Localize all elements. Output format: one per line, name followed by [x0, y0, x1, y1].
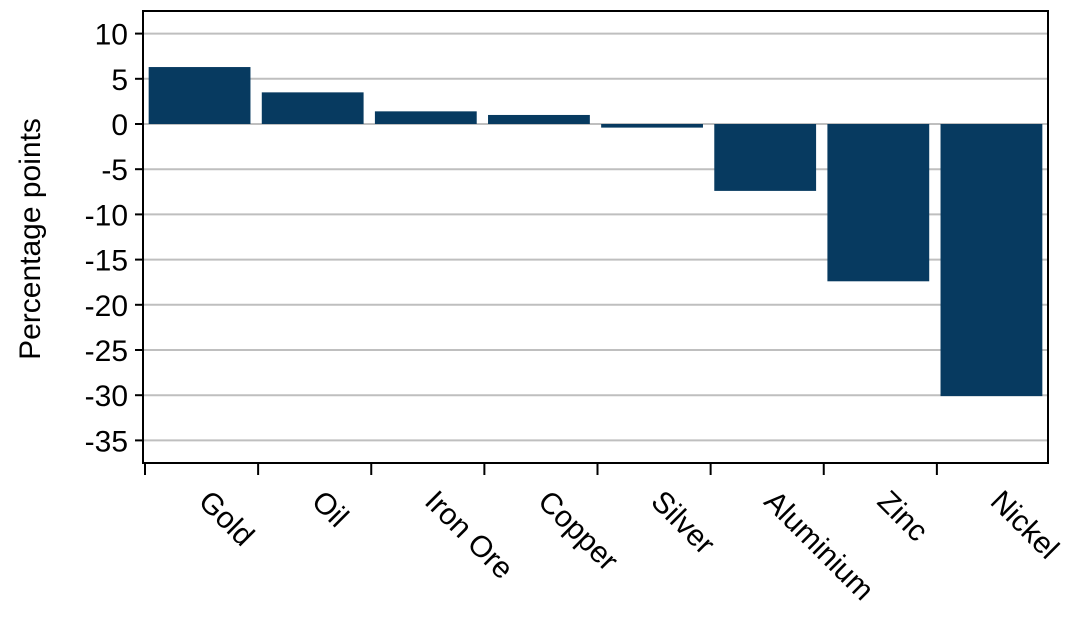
- x-tick-label: Gold: [192, 485, 260, 553]
- x-tick-label: Aluminium: [758, 485, 880, 607]
- bar-iron-ore: [374, 111, 477, 124]
- x-tick-label: Iron Ore: [418, 485, 519, 586]
- y-tick-label: -10: [85, 199, 128, 232]
- y-tick-label: 10: [95, 19, 128, 52]
- plot-frame: [142, 10, 1049, 464]
- y-tick-label: -5: [101, 154, 128, 187]
- x-tick-label: Silver: [645, 485, 721, 561]
- x-tick-label: Copper: [531, 485, 624, 578]
- y-tick-label: 0: [111, 109, 128, 142]
- y-axis-label: Percentage points: [14, 118, 47, 360]
- y-tick-label: -30: [85, 380, 128, 413]
- bar-nickel: [940, 124, 1043, 397]
- bar-silver: [601, 124, 703, 128]
- bar-oil: [261, 92, 364, 124]
- y-tick-label: -15: [85, 245, 128, 278]
- bars: [148, 67, 1043, 397]
- y-tick-label: -20: [85, 290, 128, 323]
- bar-aluminium: [714, 124, 817, 191]
- x-tick-label: Nickel: [984, 485, 1065, 566]
- bar-copper: [488, 114, 590, 124]
- x-axis: Gold Oil Iron Ore Copper Silver AluminiumZinc…: [144, 463, 1065, 607]
- y-axis: 10 5 0 -5 -10 -15 -20 -25 -30 -35: [85, 19, 143, 458]
- bar-gold: [148, 67, 251, 124]
- x-tick-label: Zinc: [871, 485, 934, 548]
- y-tick-label: 5: [111, 64, 128, 97]
- y-tick-label: -25: [85, 335, 128, 368]
- x-tick-label: Oil: [305, 485, 354, 534]
- y-tick-label: -35: [85, 425, 128, 458]
- bar-zinc: [827, 124, 930, 282]
